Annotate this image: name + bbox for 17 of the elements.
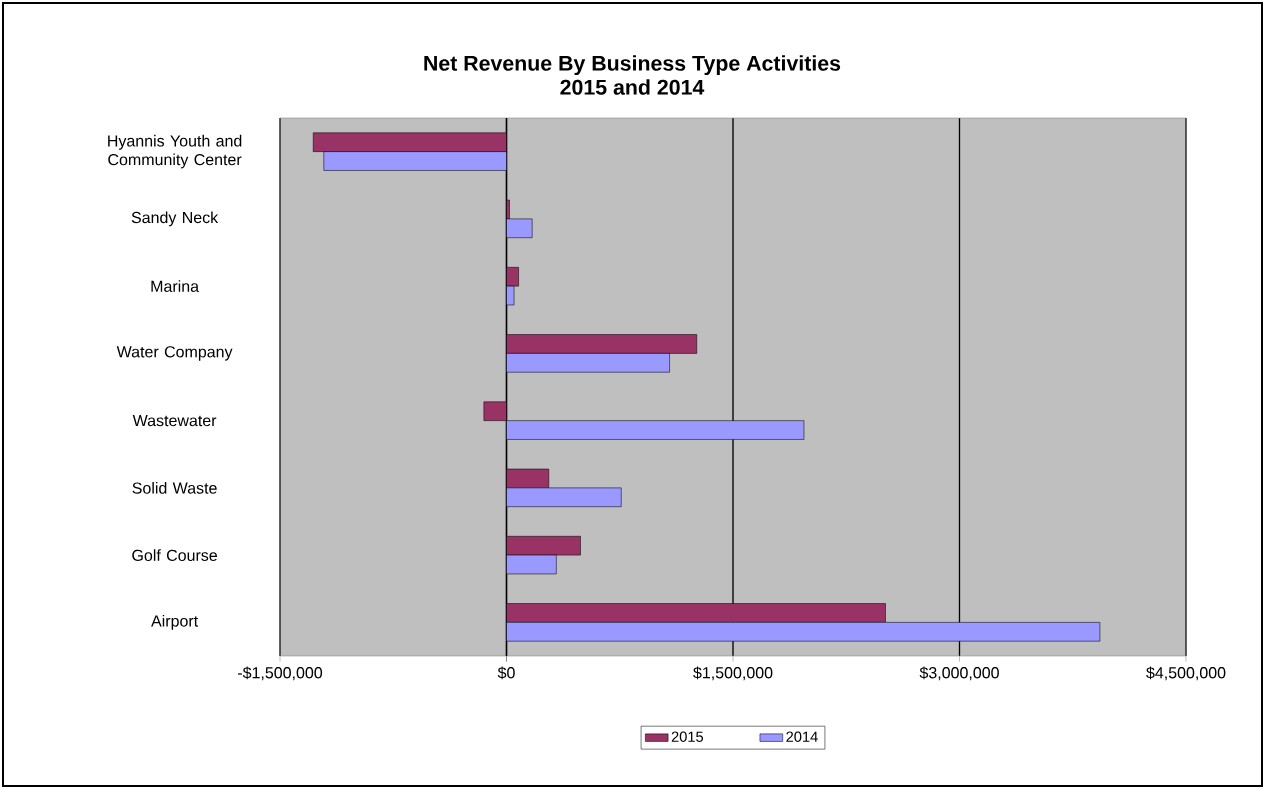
y-tick-label: Solid Waste	[132, 482, 217, 494]
y-tick-label: Sandy Neck	[131, 211, 219, 227]
legend-label: 2014	[786, 731, 818, 742]
chart-subtitle: 2015 and 2014	[560, 79, 705, 95]
legend-label: 2015	[671, 731, 704, 742]
y-tick-label: Wastewater	[132, 415, 217, 427]
y-tick-label: Hyannis Youth and Community Center	[108, 134, 242, 169]
x-tick-label: $1,500,000	[693, 666, 773, 681]
x-tick-label: -$1,500,000	[238, 666, 323, 681]
x-tick-label: $3,000,000	[919, 666, 999, 681]
y-tick-label: Golf Course	[132, 549, 217, 561]
y-tick-label: Water Company	[116, 346, 233, 361]
x-tick-label: $4,500,000	[1146, 666, 1226, 681]
y-tick-label: Airport	[151, 614, 199, 630]
x-tick-label: $0	[497, 666, 515, 680]
chart-title: Net Revenue By Business Type Activities	[424, 55, 841, 76]
y-tick-label: Marina	[151, 280, 200, 292]
